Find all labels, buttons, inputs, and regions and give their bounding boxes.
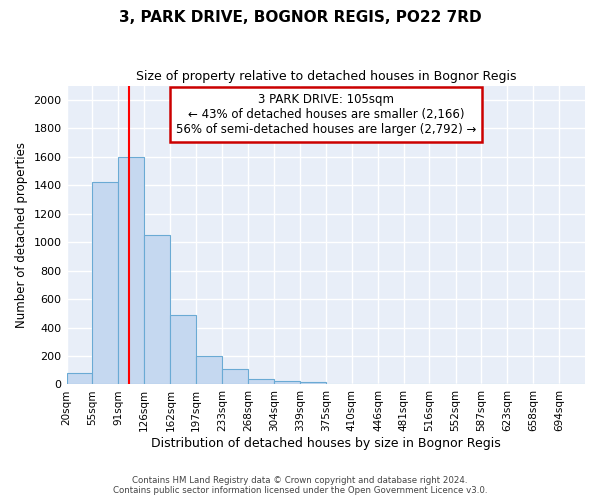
Bar xyxy=(144,235,170,384)
Bar xyxy=(118,156,144,384)
Bar xyxy=(274,381,300,384)
Text: 3, PARK DRIVE, BOGNOR REGIS, PO22 7RD: 3, PARK DRIVE, BOGNOR REGIS, PO22 7RD xyxy=(119,10,481,25)
Bar xyxy=(170,314,196,384)
Text: 3 PARK DRIVE: 105sqm
← 43% of detached houses are smaller (2,166)
56% of semi-de: 3 PARK DRIVE: 105sqm ← 43% of detached h… xyxy=(176,93,476,136)
X-axis label: Distribution of detached houses by size in Bognor Regis: Distribution of detached houses by size … xyxy=(151,437,500,450)
Text: Contains HM Land Registry data © Crown copyright and database right 2024.
Contai: Contains HM Land Registry data © Crown c… xyxy=(113,476,487,495)
Bar xyxy=(67,373,92,384)
Bar xyxy=(196,356,222,384)
Bar xyxy=(300,382,326,384)
Y-axis label: Number of detached properties: Number of detached properties xyxy=(15,142,28,328)
Bar xyxy=(222,369,248,384)
Bar xyxy=(248,380,274,384)
Title: Size of property relative to detached houses in Bognor Regis: Size of property relative to detached ho… xyxy=(136,70,516,83)
Bar xyxy=(92,182,118,384)
